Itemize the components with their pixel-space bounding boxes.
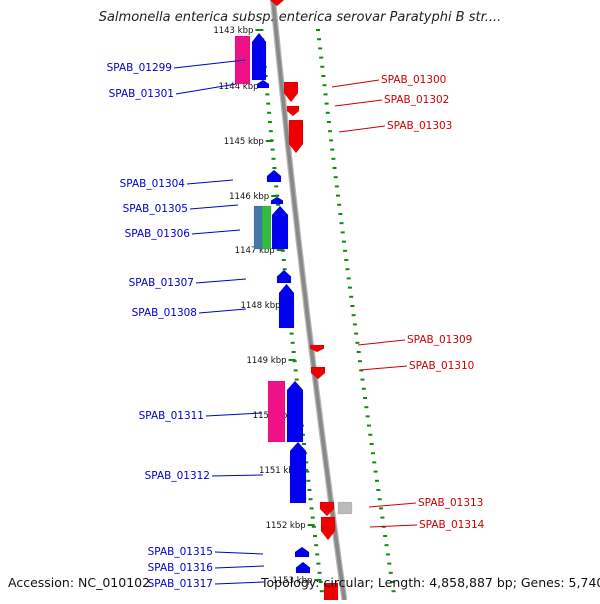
gene-label-reverse[interactable]: SPAB_01310	[409, 360, 474, 372]
gene-label-reverse[interactable]: SPAB_01300	[381, 74, 446, 86]
gene-label-forward[interactable]: SPAB_01308	[132, 307, 197, 319]
gene-feature-reverse[interactable]	[269, 0, 285, 7]
scale-label: 1153 kbp	[272, 576, 312, 586]
gene-label-connector	[359, 365, 408, 371]
gene-feature-green[interactable]	[261, 205, 272, 250]
scale-label: 1152 kbp	[266, 521, 306, 531]
gene-feature-forward[interactable]	[266, 169, 282, 183]
gene-feature-forward[interactable]	[256, 79, 270, 89]
gene-label-connector	[357, 339, 406, 346]
gene-feature-pink[interactable]	[267, 380, 286, 443]
scale-label: 1147 kbp	[235, 246, 275, 256]
gene-label-connector	[214, 551, 264, 555]
accession-text: Accession: NC_010102	[8, 575, 151, 590]
gene-label-forward[interactable]: SPAB_01315	[148, 546, 213, 558]
scale-label: 1148 kbp	[240, 301, 280, 311]
gene-label-connector	[214, 565, 265, 569]
gene-feature-reverse[interactable]	[283, 81, 299, 103]
gene-label-connector	[331, 79, 380, 88]
gene-label-connector	[369, 524, 418, 528]
genome-footer: Accession: NC_010102 Topology: circular;…	[8, 575, 600, 590]
gene-feature-forward[interactable]	[271, 205, 289, 250]
gene-label-forward[interactable]: SPAB_01301	[109, 88, 174, 100]
gene-feature-forward[interactable]	[278, 283, 295, 329]
gene-feature-reverse[interactable]	[309, 344, 325, 353]
gene-label-connector	[205, 412, 263, 417]
gene-label-connector	[198, 308, 247, 314]
gene-label-connector	[189, 204, 239, 210]
gene-label-reverse[interactable]: SPAB_01303	[387, 120, 452, 132]
gene-feature-reverse[interactable]	[319, 501, 335, 517]
gene-label-connector	[195, 278, 247, 284]
gene-label-forward[interactable]: SPAB_01305	[123, 203, 188, 215]
gene-feature-forward[interactable]	[295, 561, 311, 574]
genome-title: Salmonella enterica subsp. enterica sero…	[98, 10, 502, 25]
gene-label-connector	[368, 502, 417, 508]
gene-label-connector	[214, 581, 265, 585]
gene-feature-steelblue[interactable]	[253, 205, 264, 250]
gene-label-connector	[191, 229, 241, 235]
gene-feature-forward[interactable]	[294, 546, 310, 558]
gene-label-reverse[interactable]: SPAB_01313	[418, 497, 483, 509]
scale-label: 1144 kbp	[218, 82, 258, 92]
gene-label-connector	[334, 99, 383, 107]
backbone-line	[271, 0, 347, 601]
gene-feature-forward[interactable]	[286, 380, 304, 443]
gene-label-forward[interactable]: SPAB_01312	[145, 470, 210, 482]
gene-label-reverse[interactable]: SPAB_01309	[407, 334, 472, 346]
gene-label-forward[interactable]: SPAB_01306	[125, 228, 191, 240]
gene-label-forward[interactable]: SPAB_01316	[148, 562, 214, 574]
scale-label: 1149 kbp	[246, 356, 286, 366]
scale-label: 1146 kbp	[229, 192, 269, 202]
gene-feature-forward[interactable]	[276, 269, 292, 284]
gene-label-forward[interactable]: SPAB_01307	[129, 277, 194, 289]
gene-feature-forward[interactable]	[251, 32, 267, 81]
gene-feature-gray[interactable]	[337, 501, 353, 515]
gene-feature-reverse[interactable]	[320, 516, 336, 541]
gene-feature-reverse[interactable]	[288, 119, 304, 154]
gene-label-forward[interactable]: SPAB_01317	[148, 578, 213, 590]
gene-label-connector	[175, 83, 237, 95]
gene-feature-forward[interactable]	[289, 441, 307, 504]
scale-label: 1145 kbp	[224, 137, 264, 147]
gene-label-reverse[interactable]: SPAB_01314	[419, 519, 485, 531]
gene-label-connector	[211, 474, 264, 477]
gene-feature-reverse[interactable]	[310, 366, 326, 380]
gene-feature-forward[interactable]	[270, 196, 284, 205]
gene-label-reverse[interactable]: SPAB_01302	[384, 94, 449, 106]
scale-label: 1151 kbp	[259, 466, 299, 476]
gene-label-connector	[338, 125, 386, 133]
gene-label-connector	[186, 179, 234, 185]
gene-label-forward[interactable]: SPAB_01304	[120, 178, 186, 190]
topology-text: Topology: circular; Length: 4,858,887 bp…	[261, 575, 600, 590]
gene-label-connector	[173, 59, 246, 69]
scale-label: 1143 kbp	[213, 26, 253, 36]
gene-feature-reverse[interactable]	[286, 105, 300, 117]
gene-label-forward[interactable]: SPAB_01299	[107, 62, 172, 74]
gene-label-forward[interactable]: SPAB_01311	[139, 410, 204, 422]
